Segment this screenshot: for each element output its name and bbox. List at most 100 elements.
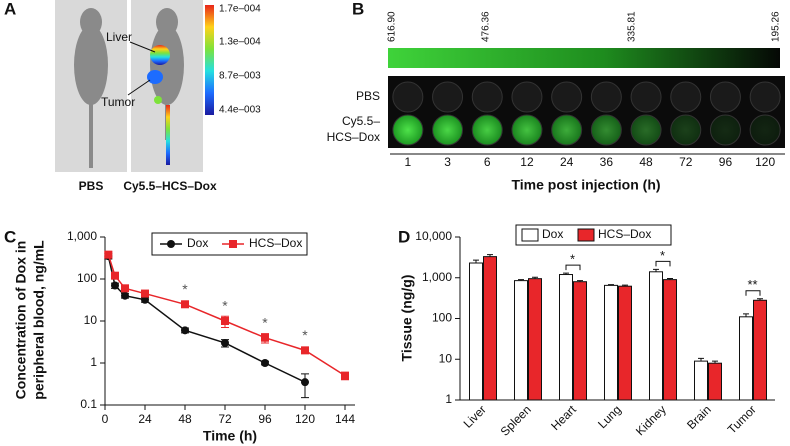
row-label: PBS (356, 89, 380, 103)
marker (301, 346, 309, 355)
marker (141, 295, 149, 304)
x-axis-title: Time post injection (h) (511, 177, 660, 193)
y-axis-title: peripheral blood, ng/mL (31, 240, 47, 400)
colorbar-label: 1.7e–004 (219, 4, 261, 15)
x-tick-label: 6 (484, 155, 491, 169)
well (670, 81, 702, 113)
mouse-images (55, 0, 214, 172)
x-tick-label: 72 (218, 412, 232, 426)
well (630, 81, 662, 113)
significance-bracket (745, 290, 761, 296)
x-tick-label: 12 (520, 155, 534, 169)
y-tick-label: 10 (84, 313, 98, 327)
legend-label: HCS–Dox (249, 236, 302, 250)
significance: * (570, 252, 575, 267)
caption: PBS (79, 179, 104, 193)
bar (739, 316, 753, 401)
marker (301, 378, 309, 387)
well (432, 81, 464, 113)
colorbar-label: 8.7e–003 (219, 71, 261, 82)
colorbar-label: 1.3e–004 (219, 37, 261, 48)
colorbar-label: 4.4e–003 (219, 105, 261, 116)
marker (141, 289, 149, 298)
bar (708, 362, 722, 401)
marker (181, 300, 189, 309)
y-tick-label: 0.1 (80, 397, 97, 411)
significance: * (222, 298, 228, 314)
annotation: Liver (106, 30, 132, 44)
marker (111, 271, 119, 280)
marker (261, 333, 269, 342)
legend-swatch (521, 228, 539, 242)
well (432, 114, 464, 146)
marker (104, 250, 113, 259)
significance-bracket (565, 264, 581, 271)
x-tick-label: 48 (178, 412, 192, 426)
marker (111, 281, 119, 290)
legend-marker (229, 240, 237, 248)
bar (604, 284, 618, 401)
bar (694, 360, 708, 401)
bar (469, 262, 483, 401)
well (511, 114, 543, 146)
x-tick-label: Lung (595, 402, 624, 431)
y-tick-label: 1,000 (67, 229, 97, 243)
x-tick-label: Tumor (725, 402, 759, 436)
x-tick-label: 36 (600, 155, 614, 169)
panel-label: D (398, 227, 410, 246)
marker (221, 338, 229, 347)
y-tick-label: 1 (445, 392, 452, 406)
legend-label: HCS–Dox (598, 227, 651, 241)
x-tick-label: 120 (755, 155, 775, 169)
well (590, 81, 622, 113)
panel-label: A (4, 0, 16, 18)
significance: * (262, 314, 268, 330)
bar (649, 271, 663, 401)
bar (514, 280, 528, 401)
error-bar (757, 298, 763, 301)
well (392, 81, 424, 113)
x-tick-label: 96 (258, 412, 272, 426)
x-tick-label: 24 (138, 412, 152, 426)
marker (121, 284, 129, 293)
error-bar (698, 357, 704, 362)
annotation: Tumor (101, 95, 135, 109)
error-bar (577, 280, 583, 282)
scale-label: 195.26 (771, 11, 782, 42)
y-tick-label: 10,000 (415, 229, 452, 243)
row-label: HCS–Dox (327, 130, 380, 144)
error-bar (667, 277, 673, 280)
y-tick-label: 100 (77, 271, 97, 285)
x-tick-label: 24 (560, 155, 574, 169)
error-bar (622, 284, 628, 287)
error-bar (518, 279, 524, 281)
x-tick-label: Heart (548, 402, 579, 433)
x-tick-label: Kidney (633, 402, 669, 438)
panel-label: B (352, 0, 364, 18)
x-tick-label: 48 (639, 155, 653, 169)
y-axis-title: Tissue (ng/g) (399, 275, 415, 362)
x-tick-label: 0 (102, 412, 109, 426)
marker (121, 291, 129, 300)
y-tick-label: 100 (432, 311, 452, 325)
legend-label: Dox (542, 227, 563, 241)
error-bar (487, 254, 493, 257)
error-bar (473, 259, 479, 264)
significance-bracket (655, 260, 671, 267)
legend-marker (167, 240, 175, 248)
well (551, 81, 583, 113)
marker (261, 359, 269, 367)
marker (221, 317, 229, 325)
significance: * (182, 281, 188, 297)
significance: * (660, 248, 665, 263)
well (749, 114, 781, 146)
scale-label: 335.81 (627, 11, 638, 42)
error-bar (608, 284, 614, 286)
well (392, 114, 424, 146)
bar (753, 299, 767, 401)
bar (573, 281, 587, 401)
x-tick-label: 72 (679, 155, 693, 169)
significance: ** (747, 277, 757, 292)
significance: * (302, 327, 308, 343)
series-line (107, 255, 306, 383)
